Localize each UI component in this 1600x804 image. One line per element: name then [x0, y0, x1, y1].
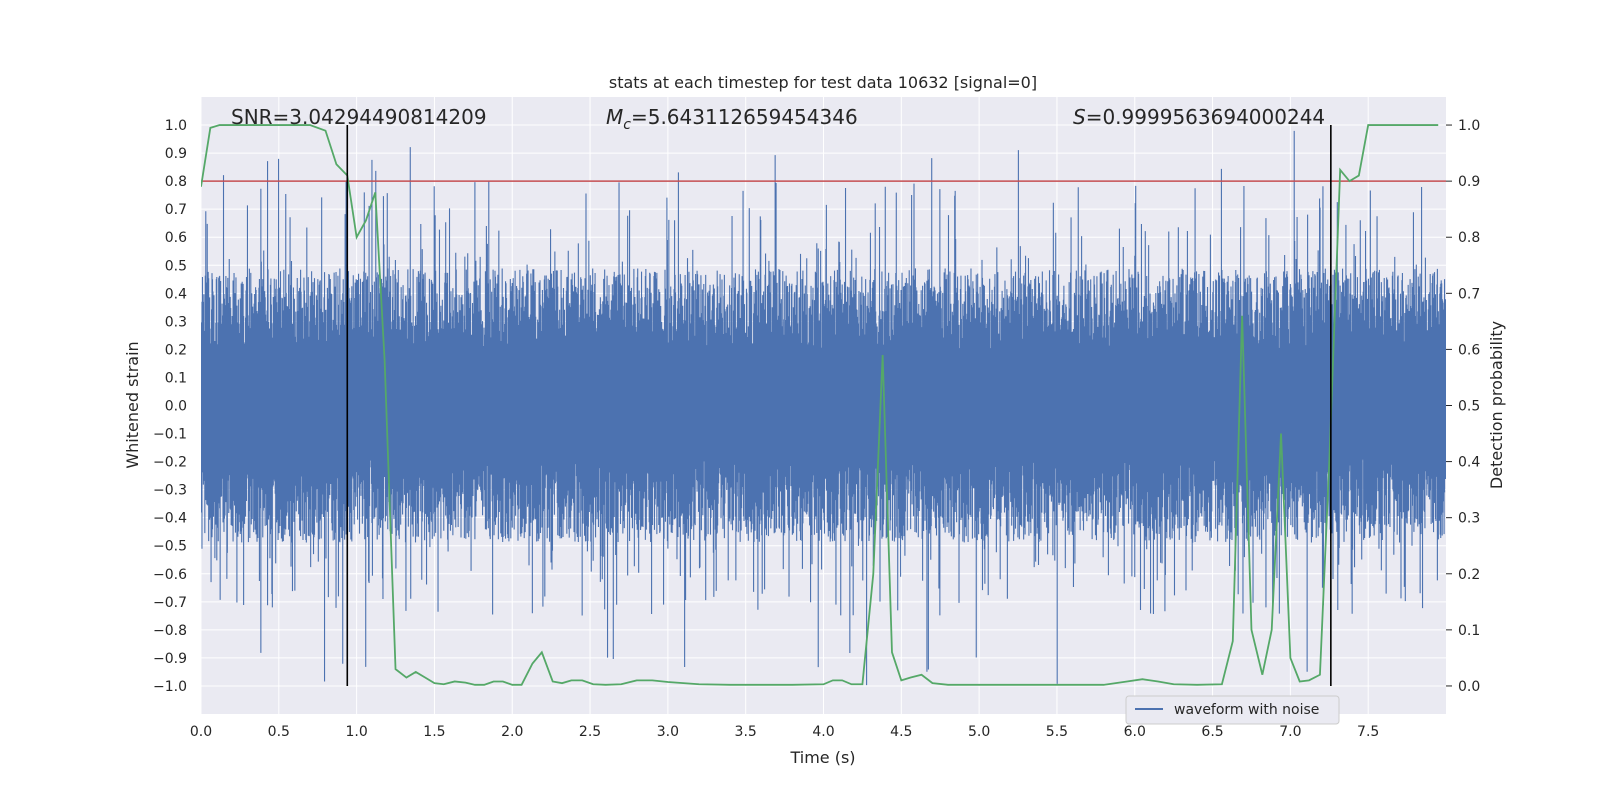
y-tick-label: 1.0	[165, 118, 187, 134]
chirp-mass-symbol: M	[606, 105, 623, 129]
x-tick-label: 3.5	[735, 724, 757, 740]
y-axis-label: Whitened strain	[123, 341, 142, 468]
y-tick-label: −0.4	[153, 511, 187, 527]
y-tick-label: 0.8	[165, 174, 187, 190]
y2-tick-label: 0.4	[1458, 455, 1480, 471]
y-tick-label: 0.3	[165, 314, 187, 330]
y2-tick-label: 0.6	[1458, 342, 1480, 358]
waveform-series	[201, 130, 1446, 686]
legend-label-waveform: waveform with noise	[1174, 702, 1319, 718]
chirp-mass-subscript: c	[623, 117, 631, 133]
x-tick-label: 6.5	[1201, 724, 1223, 740]
probability-line	[201, 124, 1439, 686]
y-tick-label: 0.1	[165, 370, 187, 386]
y2-tick-label: 1.0	[1458, 118, 1480, 134]
y2-axis-ticks: 0.0 0.1 0.2 0.3 0.4 0.5 0.6 0.7 0.8 0.9 1.0	[1446, 118, 1480, 695]
y-tick-label: −0.1	[153, 427, 187, 443]
y2-tick-label: 0.0	[1458, 679, 1480, 695]
y-tick-label: −0.5	[153, 539, 187, 555]
x-tick-label: 5.5	[1046, 724, 1068, 740]
y-tick-label: 0.9	[165, 146, 187, 162]
y2-tick-label: 0.5	[1458, 399, 1480, 415]
s-statistic-value: =0.9999563694000244	[1086, 105, 1325, 129]
y2-tick-label: 0.7	[1458, 286, 1480, 302]
y2-tick-label: 0.3	[1458, 511, 1480, 527]
x-tick-label: 0.0	[190, 724, 212, 740]
x-tick-label: 6.0	[1124, 724, 1146, 740]
y-tick-label: 0.7	[165, 202, 187, 218]
y-tick-label: −0.9	[153, 651, 187, 667]
x-tick-label: 2.5	[579, 724, 601, 740]
legend-box	[1125, 695, 1340, 725]
chirp-mass-annotation: Mc=5.643112659454346	[606, 105, 858, 133]
y-tick-label: 0.4	[165, 286, 187, 302]
chirp-mass-value: =5.643112659454346	[631, 105, 858, 129]
x-axis-label: Time (s)	[789, 748, 855, 767]
x-tick-label: 3.0	[657, 724, 679, 740]
x-tick-label: 1.5	[423, 724, 445, 740]
x-tick-label: 7.0	[1279, 724, 1301, 740]
s-statistic-annotation: S=0.9999563694000244	[1073, 105, 1325, 129]
y2-axis-label: Detection probability	[1487, 321, 1506, 489]
y2-tick-label: 0.2	[1458, 567, 1480, 583]
y-tick-label: −0.3	[153, 483, 187, 499]
probability-series-group	[201, 124, 1439, 686]
x-axis-ticks: 0.0 0.5 1.0 1.5 2.0 2.5 3.0 3.5 4.0 4.5 5.0 5.5 6.0 6…	[190, 724, 1379, 740]
x-tick-label: 1.0	[345, 724, 367, 740]
y2-tick-label: 0.8	[1458, 230, 1480, 246]
y-tick-label: 0.0	[165, 399, 187, 415]
x-tick-label: 5.0	[968, 724, 990, 740]
x-tick-label: 0.5	[268, 724, 290, 740]
y-tick-label: −0.8	[153, 623, 187, 639]
y-tick-label: −0.6	[153, 567, 187, 583]
chart-title: stats at each timestep for test data 106…	[609, 73, 1037, 92]
x-tick-label: 4.0	[812, 724, 834, 740]
legend: waveform with noise	[1125, 695, 1340, 725]
snr-annotation: SNR=3.04294490814209	[231, 105, 487, 129]
s-statistic-symbol: S	[1073, 105, 1086, 129]
y-tick-label: 0.5	[165, 258, 187, 274]
y-tick-label: −1.0	[153, 679, 187, 695]
y2-tick-label: 0.1	[1458, 623, 1480, 639]
y-tick-label: −0.7	[153, 595, 187, 611]
x-tick-label: 4.5	[890, 724, 912, 740]
waveform-trace	[201, 130, 1446, 686]
x-tick-label: 2.0	[501, 724, 523, 740]
y-axis-ticks: −1.0 −0.9 −0.8 −0.7 −0.6 −0.5 −0.4 −0.3 −0.2 −0.1…	[153, 118, 187, 695]
y2-tick-label: 0.9	[1458, 174, 1480, 190]
vertical-markers	[346, 125, 1332, 686]
y-tick-label: 0.2	[165, 342, 187, 358]
y-tick-label: 0.6	[165, 230, 187, 246]
y-tick-label: −0.2	[153, 455, 187, 471]
x-tick-label: 7.5	[1357, 724, 1379, 740]
